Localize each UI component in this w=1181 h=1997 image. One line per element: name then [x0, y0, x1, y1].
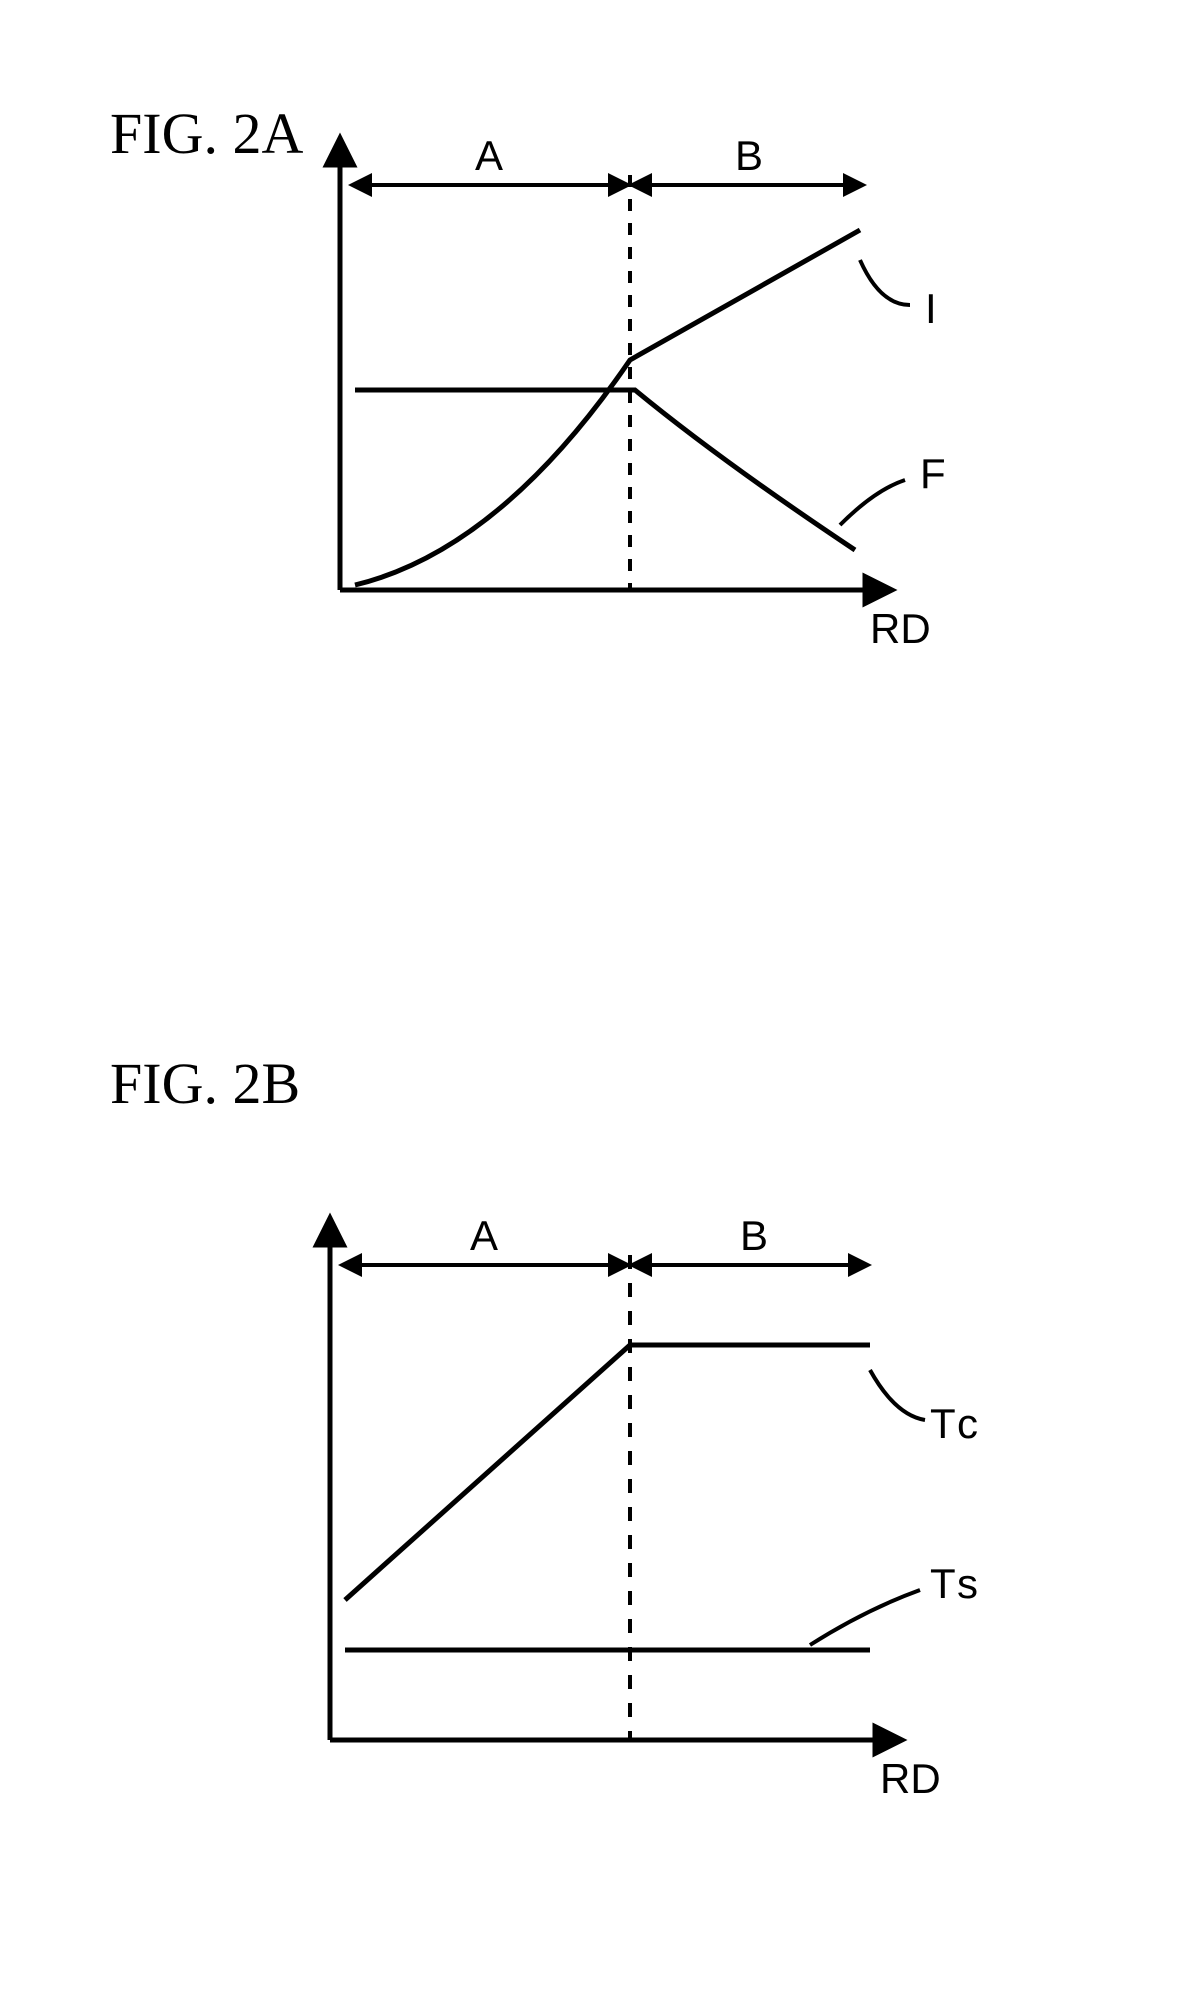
figure-2a-label: FIG. 2A — [110, 100, 303, 167]
x-axis-label: RD — [870, 605, 931, 653]
curve-tc-label: Tc — [930, 1400, 984, 1448]
curve-ts-callout — [810, 1590, 920, 1645]
region-b-label: B — [735, 132, 763, 180]
region-a-label: A — [475, 132, 503, 180]
curve-tc — [345, 1345, 870, 1600]
curve-f — [355, 390, 855, 550]
figure-2b-label: FIG. 2B — [110, 1050, 300, 1117]
curve-tc-callout — [870, 1370, 925, 1420]
curve-i-label: I — [925, 285, 937, 333]
region-b-label: B — [740, 1212, 768, 1260]
curve-f-label: F — [920, 450, 946, 498]
curve-ts-label: Ts — [930, 1560, 984, 1608]
curve-i-callout — [860, 260, 910, 305]
region-a-label: A — [470, 1212, 498, 1260]
curve-i — [355, 230, 860, 585]
figure-2a-chart: A B I F RD — [300, 130, 1000, 690]
curve-f-callout — [840, 480, 905, 525]
figure-2b-chart: A B Tc Ts RD — [290, 1210, 1030, 1830]
x-axis-label: RD — [880, 1755, 941, 1803]
